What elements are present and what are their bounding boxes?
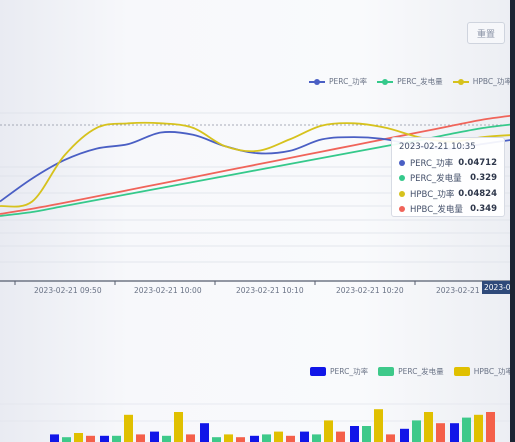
legend-item-bar-hpbc-power[interactable]: HPBC_功率 <box>453 366 513 377</box>
bar-perc-power <box>50 434 59 442</box>
bar-perc-energy <box>412 420 421 442</box>
bar-perc-energy <box>312 434 321 442</box>
bar-perc-energy <box>62 437 71 442</box>
legend-label: PERC_发电量 <box>397 77 443 86</box>
bar-swatch-icon <box>453 367 470 376</box>
tooltip-series-name: PERC_功率 <box>410 158 454 169</box>
bar-perc-power <box>350 426 359 442</box>
bar-swatch-icon <box>378 367 395 376</box>
bar-legend: PERC_功率 PERC_发电量 HPBC_功率 <box>310 366 515 377</box>
tooltip-series-value: 0.329 <box>470 173 497 184</box>
legend-label: HPBC_功率 <box>472 77 512 86</box>
bar-perc-power <box>450 423 459 442</box>
line-marker-icon <box>309 78 325 85</box>
bar-perc-power <box>100 435 109 442</box>
legend-item-bar-perc-power[interactable]: PERC_功率 <box>310 366 368 377</box>
line-marker-icon <box>377 78 394 85</box>
bar-hpbc-power <box>474 414 483 442</box>
tooltip-series-value: 0.04824 <box>458 188 497 199</box>
tooltip: 2023-02-21 10:35 PERC_功率 0.04712 PERC_发电… <box>391 137 505 217</box>
bar-perc-energy <box>362 426 371 442</box>
series-dot-icon <box>399 175 405 182</box>
legend-label: HPBC_功率 <box>473 367 513 376</box>
bar-hpbc-power <box>274 431 283 442</box>
line-marker-icon <box>452 78 469 85</box>
x-tick-label: 2023-02-21 1 <box>436 286 487 295</box>
series-dot-icon <box>399 206 405 213</box>
bar-hpbc-energy <box>336 431 345 442</box>
tooltip-series-name: PERC_发电量 <box>410 174 462 185</box>
legend-item-hpbc-power[interactable]: HPBC_功率 <box>452 76 512 87</box>
bar-perc-energy <box>212 437 221 442</box>
reset-button[interactable]: 重置 <box>467 22 505 44</box>
x-tick-label: 2023-02-21 10:20 <box>336 286 404 295</box>
bar-hpbc-energy <box>486 412 495 442</box>
tooltip-row: HPBC_发电量 0.349 <box>399 202 497 218</box>
bar-perc-energy <box>462 417 471 442</box>
bar-perc-power <box>150 431 159 442</box>
legend-item-perc-energy[interactable]: PERC_发电量 <box>377 76 443 87</box>
tooltip-series-value: 0.349 <box>470 204 497 215</box>
bar-hpbc-power <box>124 414 133 442</box>
tooltip-row: HPBC_功率 0.04824 <box>399 186 497 202</box>
series-dot-icon <box>399 159 405 166</box>
legend-label: PERC_功率 <box>330 367 369 376</box>
x-tick-label: 2023-02-21 10:10 <box>236 286 304 295</box>
tooltip-series-name: HPBC_功率 <box>410 189 455 200</box>
legend-label: PERC_功率 <box>329 77 368 86</box>
bar-perc-energy <box>162 435 171 442</box>
bar-perc-power <box>200 423 209 442</box>
legend-label: PERC_发电量 <box>398 367 444 376</box>
bar-hpbc-power <box>224 434 233 442</box>
bar-hpbc-power <box>324 420 333 442</box>
bar-hpbc-power <box>424 412 433 442</box>
axis-pointer-label: 2023-02-21 <box>482 281 515 294</box>
series-dot-icon <box>399 190 405 197</box>
legend-item-perc-power[interactable]: PERC_功率 <box>309 76 367 87</box>
bar-perc-power <box>400 428 409 442</box>
bar-hpbc-power <box>174 412 183 442</box>
bar-hpbc-power <box>374 409 383 442</box>
legend-item-bar-perc-energy[interactable]: PERC_发电量 <box>378 366 444 377</box>
bar-hpbc-power <box>74 433 83 442</box>
x-tick-label: 2023-02-21 09:50 <box>34 286 102 295</box>
bar-perc-power <box>250 435 259 442</box>
bar-hpbc-energy <box>136 434 145 442</box>
tooltip-row: PERC_发电量 0.329 <box>399 171 497 187</box>
bar-hpbc-energy <box>236 437 245 442</box>
bar-hpbc-energy <box>286 435 295 442</box>
bar-hpbc-energy <box>186 434 195 442</box>
x-tick-label: 2023-02-21 10:00 <box>134 286 202 295</box>
bar-perc-power <box>300 431 309 442</box>
tooltip-series-name: HPBC_发电量 <box>410 205 463 216</box>
bar-perc-energy <box>112 435 121 442</box>
bar-hpbc-energy <box>86 435 95 442</box>
gridlines <box>0 112 515 422</box>
window-edge <box>510 0 515 442</box>
bar-perc-energy <box>262 434 271 442</box>
bar-swatch-icon <box>310 367 326 376</box>
bar-chart <box>50 409 495 442</box>
tooltip-time: 2023-02-21 10:35 <box>399 142 476 152</box>
tooltip-row: PERC_功率 0.04712 <box>399 155 497 171</box>
series-line-hpbc-energy <box>0 114 515 215</box>
bar-hpbc-energy <box>386 434 395 442</box>
line-legend: PERC_功率 PERC_发电量 HPBC_功率 <box>309 76 515 87</box>
tooltip-series-value: 0.04712 <box>458 157 497 168</box>
bar-hpbc-energy <box>436 423 445 442</box>
